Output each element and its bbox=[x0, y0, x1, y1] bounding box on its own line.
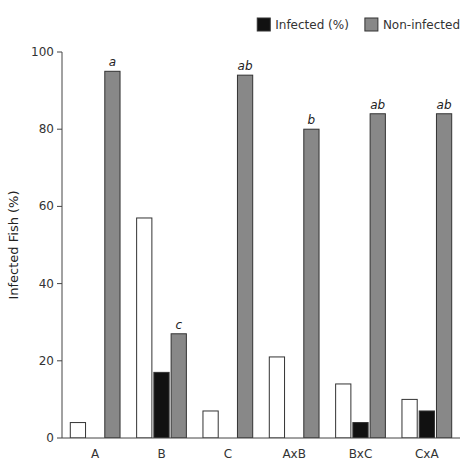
legend-label: Infected (%) bbox=[275, 18, 349, 32]
bar bbox=[154, 372, 169, 438]
y-tick-label: 80 bbox=[39, 122, 54, 136]
annotation: a bbox=[109, 55, 116, 69]
bar bbox=[402, 399, 417, 438]
annotation: b bbox=[308, 113, 316, 127]
bar bbox=[171, 334, 186, 438]
legend: Non-infected Infected (%) bbox=[257, 18, 460, 32]
bar bbox=[203, 411, 218, 438]
bar bbox=[436, 114, 451, 438]
x-tick-label: AxB bbox=[282, 447, 306, 461]
legend-label: Non-infected bbox=[383, 18, 460, 32]
y-tick-label: 20 bbox=[39, 354, 54, 368]
bar bbox=[370, 114, 385, 438]
y-tick bbox=[57, 438, 62, 439]
legend-swatch bbox=[257, 18, 270, 31]
y-tick-label: 40 bbox=[39, 277, 54, 291]
x-tick-label: C bbox=[224, 447, 232, 461]
annotation: ab bbox=[437, 98, 452, 112]
y-axis-label: Infected Fish (%) bbox=[6, 190, 21, 299]
x-tick-label: A bbox=[91, 447, 100, 461]
bar bbox=[137, 218, 152, 438]
y-tick bbox=[57, 283, 62, 284]
x-tick-label: BxC bbox=[349, 447, 373, 461]
y-tick-label: 60 bbox=[39, 199, 54, 213]
legend-swatch bbox=[365, 18, 378, 31]
y-tick bbox=[57, 206, 62, 207]
bar bbox=[353, 423, 368, 438]
bar bbox=[336, 384, 351, 438]
annotation: ab bbox=[238, 59, 253, 73]
bar bbox=[105, 71, 120, 438]
bar bbox=[269, 357, 284, 438]
bar bbox=[237, 75, 252, 438]
bar bbox=[70, 423, 85, 438]
y-axis-line bbox=[62, 52, 63, 438]
bar bbox=[419, 411, 434, 438]
y-tick-label: 100 bbox=[31, 45, 54, 59]
bar bbox=[304, 129, 319, 438]
annotation: ab bbox=[370, 98, 385, 112]
x-tick-label: CxA bbox=[415, 447, 439, 461]
y-tick bbox=[57, 129, 62, 130]
annotation: c bbox=[175, 318, 182, 332]
x-axis-line bbox=[62, 438, 460, 439]
y-tick-label: 0 bbox=[46, 431, 54, 445]
y-tick bbox=[57, 52, 62, 53]
x-tick-label: B bbox=[157, 447, 165, 461]
chart: 0 20 40 60 80 100 A B C AxB BxC CxA Infected Fish (%… bbox=[0, 0, 474, 474]
bars bbox=[70, 71, 451, 438]
y-tick bbox=[57, 360, 62, 361]
